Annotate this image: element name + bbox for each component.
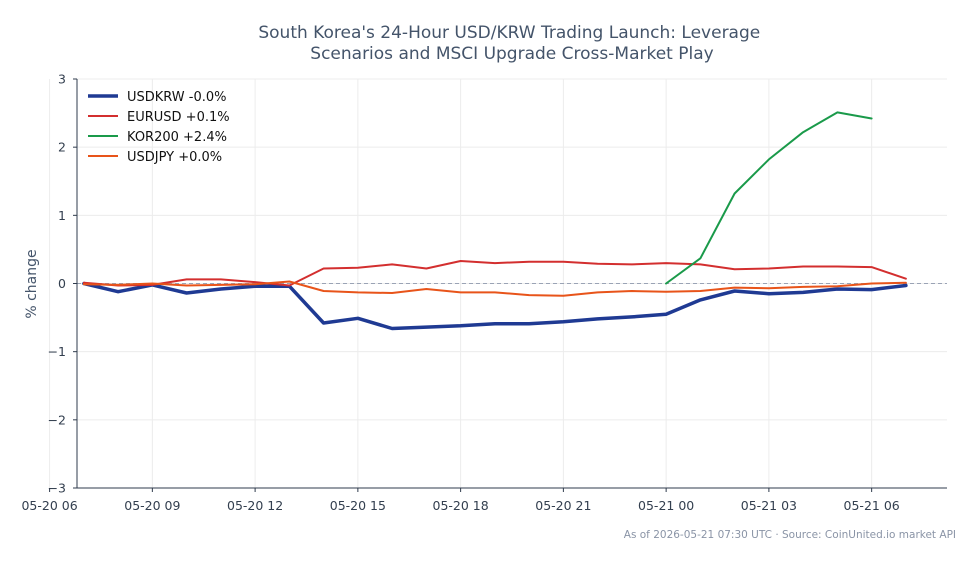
chart-title-line-1: South Korea's 24-Hour USD/KRW Trading La… (258, 23, 760, 43)
x-tick-label: 05-21 06 (844, 498, 900, 513)
legend-label: USDJPY +0.0% (127, 150, 222, 165)
chart-title: South Korea's 24-Hour USD/KRW Trading La… (258, 23, 765, 64)
series-line-2 (665, 111, 873, 285)
legend-label: EURUSD +0.1% (127, 110, 230, 125)
y-tick-label: −3 (48, 481, 66, 496)
legend-label: USDKRW -0.0% (127, 90, 227, 105)
x-axis-ticks: 05-20 06 05-20 09 05-20 12 05-20 15 05-20 18… (21, 488, 900, 513)
y-axis-ticks: 3 2 1 0 −1 −2 −3 (48, 72, 77, 496)
x-tick-label: 05-20 09 (124, 498, 180, 513)
x-tick-label: 05-20 15 (330, 498, 386, 513)
series-line-0 (82, 281, 908, 331)
series-line-1 (82, 260, 907, 287)
y-tick-label: −2 (48, 412, 66, 427)
y-tick-label: 3 (58, 72, 66, 87)
x-tick-label: 05-20 18 (433, 498, 489, 513)
y-tick-label: −1 (48, 344, 66, 359)
y-axis-label: % change (24, 249, 40, 318)
y-tick-label: 0 (58, 276, 66, 291)
y-tick-label: 1 (58, 208, 66, 223)
series-line-3 (82, 280, 907, 297)
legend-label: KOR200 +2.4% (127, 130, 227, 145)
series-lines (82, 111, 908, 331)
footer-source: As of 2026-05-21 07:30 UTC · Source: Coi… (624, 529, 956, 541)
x-tick-label: 05-20 12 (227, 498, 283, 513)
legend: USDKRW -0.0% EURUSD +0.1% KOR200 +2.4% USDJ… (88, 90, 230, 165)
x-tick-label: 05-20 21 (535, 498, 591, 513)
chart-title-line-2: Scenarios and MSCI Upgrade Cross-Market … (310, 44, 713, 64)
x-tick-label: 05-20 06 (21, 498, 77, 513)
x-tick-label: 05-21 03 (741, 498, 797, 513)
y-tick-label: 2 (58, 140, 66, 155)
x-tick-label: 05-21 00 (638, 498, 694, 513)
